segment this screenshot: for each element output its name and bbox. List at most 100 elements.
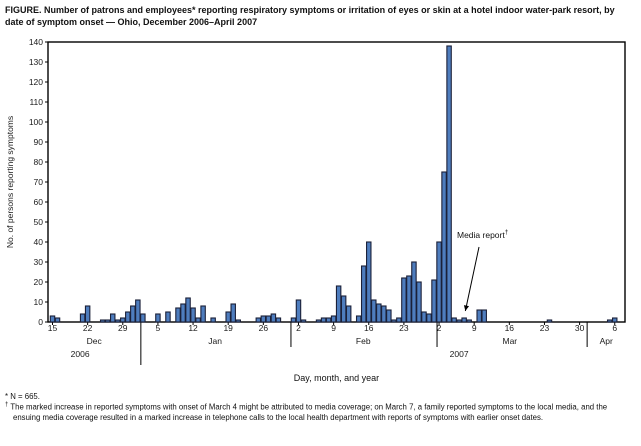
x-axis-month-label: Apr (600, 336, 613, 346)
media-report-annotation: Media report† (457, 229, 508, 240)
bar-feb-18 (376, 303, 382, 323)
bar-mar-7 (461, 317, 467, 323)
bar-feb-12 (345, 305, 352, 323)
x-axis-day-label: 19 (223, 323, 233, 333)
x-axis-day-label: 9 (331, 323, 336, 333)
bar-mar-2 (436, 241, 442, 323)
bar-mar-8 (466, 319, 472, 323)
asterisk-marker: * (5, 392, 9, 401)
bar-feb-14 (355, 315, 362, 323)
footnote-n: * N = 665. (5, 392, 635, 402)
bar-jan-12 (190, 307, 196, 323)
bar-dec-31 (130, 305, 136, 323)
bar-jan-11 (185, 297, 191, 323)
bar-feb-7 (320, 317, 327, 323)
footnote-media-text: The marked increase in reported symptoms… (8, 402, 608, 422)
y-axis-tick-label: 100 (29, 117, 43, 127)
bar-jan-27 (265, 315, 272, 323)
x-axis-year-label: 2006 (71, 349, 90, 359)
x-axis-day-label: 30 (575, 323, 585, 333)
bar-feb-25 (411, 261, 417, 323)
x-axis-day-label: 15 (48, 323, 58, 333)
bar-feb-8 (325, 317, 332, 323)
bar-jan-9 (175, 307, 181, 323)
x-axis-day-label: 2 (296, 323, 301, 333)
bar-dec-30 (125, 311, 131, 323)
y-axis-tick-label: 90 (34, 137, 44, 147)
bar-jan-16 (210, 317, 216, 323)
y-axis-tick-label: 120 (29, 77, 43, 87)
bar-jan-28 (270, 313, 277, 323)
bar-feb-16 (366, 241, 372, 323)
bar-mar-4 (446, 45, 452, 323)
bar-feb-23 (401, 277, 407, 323)
annotation-arrowhead (463, 305, 470, 311)
x-axis-day-label: 22 (83, 323, 93, 333)
bar-jan-26 (260, 315, 267, 323)
x-axis-month-label: Dec (87, 336, 103, 346)
x-axis-title: Day, month, and year (293, 373, 380, 383)
bar-feb-22 (396, 317, 402, 323)
y-axis-tick-label: 80 (34, 157, 44, 167)
bar-apr-5 (606, 319, 613, 323)
bar-mar-10 (476, 309, 482, 323)
annotation-arrow-line (464, 246, 480, 312)
y-axis-title: No. of persons reporting symptoms (5, 116, 15, 248)
x-axis-day-label: 26 (259, 323, 269, 333)
bar-mar-24 (546, 319, 553, 323)
bar-feb-27 (421, 311, 427, 323)
bar-feb-6 (315, 319, 322, 323)
y-axis-tick-label: 110 (29, 97, 43, 107)
bar-dec-29 (120, 317, 126, 323)
x-axis-day-label: 23 (399, 323, 409, 333)
bar-feb-20 (386, 309, 392, 323)
bar-mar-3 (441, 171, 447, 323)
bar-dec-25 (99, 319, 106, 323)
bar-feb-1 (290, 317, 297, 323)
x-axis-day-label: 12 (188, 323, 198, 333)
y-axis-tick-label: 140 (29, 37, 43, 47)
x-axis-month-label: Feb (356, 336, 371, 346)
bar-jan-13 (195, 317, 201, 323)
footnote-n-text: N = 665. (8, 392, 40, 401)
y-axis-tick-label: 30 (34, 257, 44, 267)
x-axis-day-label: 29 (118, 323, 128, 333)
bar-mar-5 (451, 317, 457, 323)
bar-feb-24 (406, 275, 412, 323)
footnote-media: † The marked increase in reported sympto… (5, 402, 635, 423)
bar-mar-6 (456, 319, 462, 323)
bar-feb-17 (371, 299, 377, 323)
plot-frame (47, 41, 626, 323)
bar-dec-26 (104, 319, 111, 323)
x-axis-month-label: Mar (503, 336, 518, 346)
bar-dec-28 (115, 319, 121, 323)
media-report-label: Media report (457, 229, 505, 240)
bar-mar-11 (481, 309, 487, 323)
x-axis-day-label: 6 (612, 323, 617, 333)
dagger-marker: † (5, 401, 9, 408)
x-axis-day-label: 16 (505, 323, 515, 333)
bar-mar-1 (431, 279, 437, 323)
bar-jan-5 (155, 313, 161, 323)
bar-jan-7 (165, 311, 171, 323)
y-axis-tick-label: 70 (34, 177, 44, 187)
bar-jan-29 (275, 317, 282, 323)
bar-jan-1 (135, 299, 141, 323)
bar-feb-15 (360, 265, 367, 323)
bar-jan-19 (225, 311, 231, 323)
y-axis-tick-label: 60 (34, 197, 44, 207)
x-axis-day-label: 16 (364, 323, 374, 333)
y-axis-tick-label: 20 (34, 277, 44, 287)
figure-title: FIGURE. Number of patrons and employees*… (5, 5, 615, 27)
x-axis-day-label: 5 (156, 323, 161, 333)
x-axis-day-label: 9 (472, 323, 477, 333)
bar-jan-2 (140, 313, 146, 323)
x-axis-day-label: 2 (437, 323, 442, 333)
bar-feb-19 (381, 305, 387, 323)
x-axis-day-label: 23 (540, 323, 550, 333)
bar-feb-10 (335, 285, 342, 323)
bar-jan-20 (230, 303, 236, 323)
bar-apr-6 (611, 317, 618, 323)
bar-feb-9 (330, 315, 337, 323)
